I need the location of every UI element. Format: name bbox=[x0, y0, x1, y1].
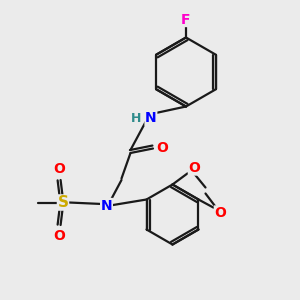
Text: F: F bbox=[181, 13, 191, 26]
Text: N: N bbox=[145, 112, 157, 125]
Text: O: O bbox=[53, 162, 65, 176]
Text: H: H bbox=[131, 112, 141, 125]
Text: O: O bbox=[214, 206, 226, 220]
Text: O: O bbox=[53, 229, 65, 243]
Text: S: S bbox=[58, 195, 68, 210]
Text: N: N bbox=[101, 199, 112, 212]
Text: O: O bbox=[188, 161, 200, 175]
Text: O: O bbox=[156, 142, 168, 155]
